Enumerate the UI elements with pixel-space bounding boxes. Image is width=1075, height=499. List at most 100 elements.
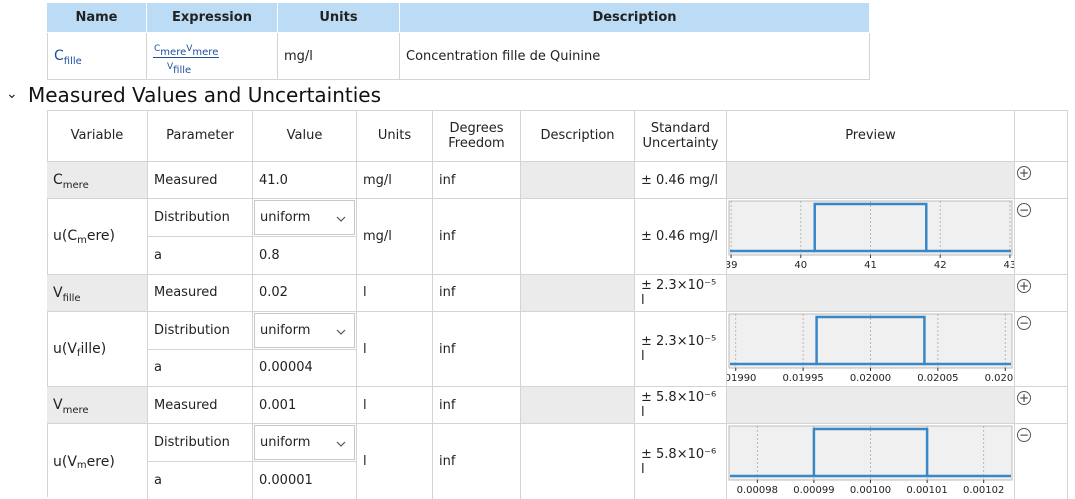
uncertainty-cell: ± 2.3×10⁻⁵ l [635, 274, 727, 312]
distribution-plateau [812, 428, 929, 478]
symbol-base: V [53, 397, 63, 414]
preview-chart: 0.00098 0.00099 0.00100 0.00101 0.00102 [728, 425, 1013, 496]
preview-chart: 0.01990 0.01995 0.02000 0.02005 0.02010 [727, 313, 1014, 384]
remove-button[interactable]: − [1017, 203, 1031, 217]
distribution-dropdown[interactable]: uniform [254, 425, 355, 461]
distribution-plateau [813, 202, 928, 253]
symbol: Cfille [54, 48, 82, 67]
dof-cell: inf [433, 162, 521, 199]
value-cell: 0.8 [253, 236, 357, 275]
x-tick-label: 0.00100 [850, 485, 891, 496]
section-title: Measured Values and Uncertainties [28, 83, 382, 107]
label-before: u(C [53, 228, 78, 245]
symbol-sub: mere [62, 180, 89, 191]
description-cell [521, 311, 635, 388]
label-sub: m [76, 460, 87, 472]
symbol: Vfille [53, 285, 81, 304]
button-cell [1015, 424, 1068, 499]
parameter-cell: Measured [148, 162, 253, 199]
symbol-sub: mere [160, 46, 187, 58]
distribution-dropdown[interactable]: uniform [254, 200, 355, 235]
units-cell: l [357, 387, 433, 425]
parameter-cell: a [148, 236, 253, 275]
value-cell: 0.001 [253, 387, 357, 425]
header-cell: Parameter [148, 110, 253, 162]
x-tick-label: 0.02005 [917, 373, 958, 384]
symbol-base: C [154, 43, 161, 54]
units-cell: l [357, 424, 433, 499]
x-tick-label: 39 [727, 260, 737, 271]
preview-cell [727, 162, 1015, 199]
dropdown-chevron [336, 329, 346, 335]
variable-cell: Vmere [47, 387, 148, 425]
header-cell: Degrees Freedom [433, 110, 521, 162]
add-button[interactable]: + [1017, 278, 1031, 293]
dof-cell: inf [433, 199, 521, 275]
button-cell [1015, 162, 1068, 199]
value-cell [253, 311, 357, 350]
uncertainty-label-cell: u(V m ere) [47, 424, 148, 499]
add-button[interactable]: + [1017, 391, 1031, 406]
uncertainty-label-cell: u(V f ille) [47, 311, 148, 388]
x-tick-label: 0.00101 [906, 485, 947, 496]
symbol: Cmere [53, 172, 89, 191]
header-cell: Value [253, 110, 357, 162]
label-before: u(V [53, 453, 77, 470]
symbol-sub: mere [62, 405, 89, 417]
chevron [336, 329, 346, 335]
variable-cell: Vfille [47, 274, 148, 312]
x-tick-label: 42 [934, 260, 947, 271]
remove-button[interactable]: − [1017, 315, 1031, 330]
x-tick-label: 0.01995 [782, 373, 823, 384]
uncertainty-cell: ± 2.3×10⁻⁵ l [635, 311, 727, 388]
dropdown-value: uniform [260, 322, 311, 338]
header-cell: Expression [147, 3, 278, 33]
denominator: Vfille [153, 58, 191, 76]
button-cell [1015, 387, 1068, 425]
parameter-cell: a [148, 349, 253, 388]
description-cell [521, 199, 635, 275]
uncertainty-cell: ± 5.8×10⁻⁶ l [635, 424, 727, 499]
value-cell: 0.02 [253, 274, 357, 312]
x-tick-label: 0.00098 [737, 485, 778, 496]
preview-chart: 39 40 41 42 43 [727, 200, 1014, 271]
preview-cell [727, 424, 1015, 499]
parameter-cell: a [148, 462, 253, 499]
x-tick-label: 43 [1004, 260, 1014, 271]
header-cell: Preview [727, 110, 1015, 162]
header-cell: Variable [47, 110, 148, 162]
header-cell: Description [400, 3, 870, 33]
preview-cell [727, 387, 1015, 425]
distribution-dropdown[interactable]: uniform [254, 312, 355, 348]
x-tick-label: 0.02010 [985, 373, 1014, 384]
remove-button[interactable]: − [1017, 428, 1031, 443]
symbol-base: C [53, 172, 63, 188]
label-before: u(V [53, 341, 77, 358]
value-cell: 0.00001 [253, 462, 357, 499]
chevron [336, 441, 346, 448]
header-cell-blank [1015, 110, 1068, 162]
symbol-base: V [167, 61, 174, 72]
x-tick-label: 0.00102 [963, 485, 1004, 496]
label-after: ere) [86, 453, 115, 470]
dropdown-value: uniform [260, 209, 311, 225]
value-cell: 41.0 [253, 162, 357, 199]
header-cell: Description [521, 110, 635, 162]
parameter-cell: Measured [148, 274, 253, 312]
section-toggle[interactable]: ⌄ [6, 86, 18, 102]
header-cell: Name [47, 3, 147, 33]
label-sub: f [76, 347, 81, 359]
symbol-base: C [54, 48, 64, 64]
symbol: Cmere [154, 43, 186, 58]
uncertainty-cell: ± 0.46 mg/l [635, 162, 727, 199]
uncertainty-label-cell: u(C m ere) [47, 199, 148, 275]
value-cell [253, 199, 357, 237]
uncertainty-cell: ± 5.8×10⁻⁶ l [635, 387, 727, 425]
add-button[interactable]: + [1017, 166, 1031, 180]
expression-cell: Cmere Vmere Vfille [147, 33, 278, 80]
dof-cell: inf [433, 311, 521, 388]
button-cell [1015, 274, 1068, 312]
description-cell [521, 162, 635, 199]
button-cell [1015, 311, 1068, 388]
